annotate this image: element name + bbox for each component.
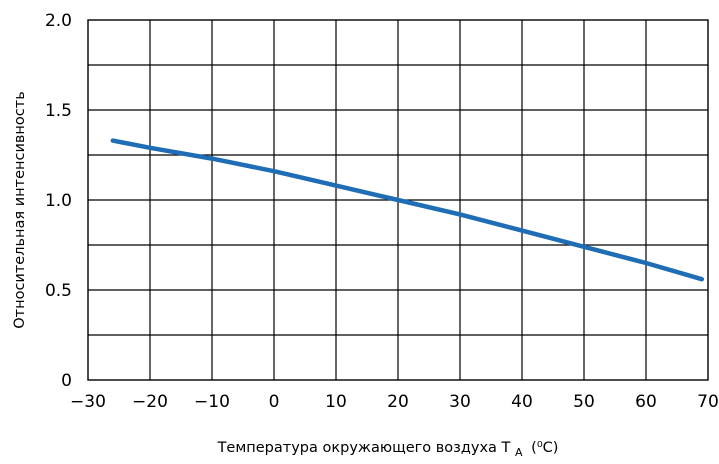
y-tick-label: 0.5 (45, 281, 72, 301)
x-axis-title: Температура окружающего воздуха T A (⁰C) (217, 440, 559, 460)
x-tick-label: 60 (635, 392, 657, 412)
x-tick-label: 10 (325, 392, 347, 412)
y-tick-label: 2.0 (45, 11, 72, 31)
series-layer (110, 138, 705, 282)
x-axis-title-unit: (⁰C) (531, 440, 558, 456)
x-tick-label: 50 (573, 392, 595, 412)
x-tick-label: 70 (697, 392, 719, 412)
y-tick-label: 1.5 (45, 101, 72, 121)
x-tick-label: 20 (387, 392, 409, 412)
x-tick-label: −10 (194, 392, 230, 412)
x-tick-label: 0 (269, 392, 280, 412)
x-axis-title-subscript: A (515, 446, 523, 459)
x-tick-label: 40 (511, 392, 533, 412)
x-tick-label: −30 (70, 392, 106, 412)
y-axis-title: Относительная интенсивность (12, 91, 28, 329)
x-tick-labels: −30 −20 −10 0 10 20 30 40 50 60 70 (70, 392, 719, 412)
x-tick-label: 30 (449, 392, 471, 412)
y-tick-label: 1.0 (45, 191, 72, 211)
y-tick-label: 0 (61, 371, 72, 391)
x-axis-title-main: Температура окружающего воздуха T (217, 440, 511, 456)
y-tick-labels: 0 0.5 1.0 1.5 2.0 (45, 11, 72, 391)
x-tick-label: −20 (132, 392, 168, 412)
plot-frame (87, 19, 709, 381)
series-line (110, 138, 705, 282)
